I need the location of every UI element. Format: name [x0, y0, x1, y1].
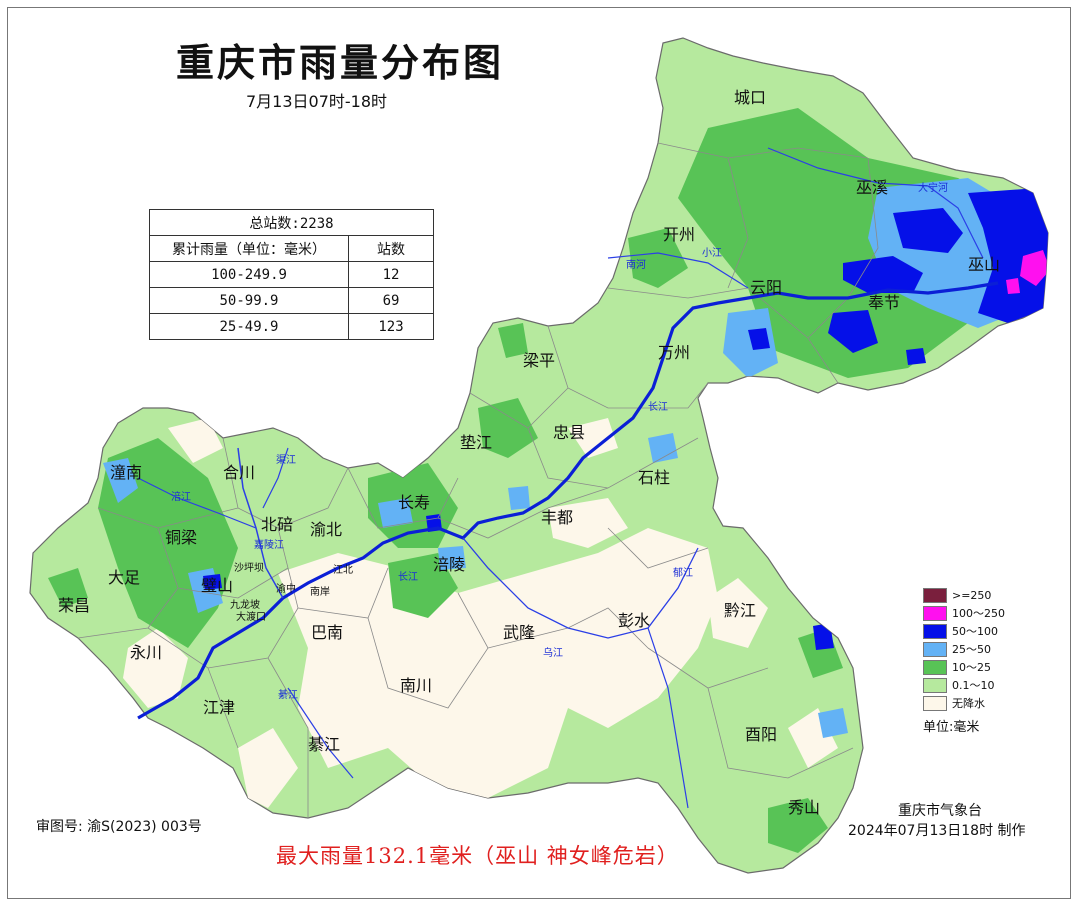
total-stations: 总站数:2238: [149, 209, 434, 236]
count-cell: 12: [348, 261, 434, 288]
district-label: 巴南: [311, 623, 343, 642]
district-labels: 城口 巫溪 开州 巫山 云阳 奉节 梁平 万州 忠县 垫江 石柱 潼南 合川 长…: [58, 88, 1000, 817]
river-label: 小江: [702, 247, 722, 259]
district-label: 武隆: [503, 623, 535, 642]
legend-unit: 单位:毫米: [923, 720, 980, 735]
legend-item: 100～250: [923, 604, 1005, 622]
river-label: 嘉陵江: [254, 538, 284, 551]
district-label: 奉节: [868, 293, 900, 312]
max-rainfall-note: 最大雨量132.1毫米（巫山 神女峰危岩）: [276, 844, 679, 868]
district-label: 彭水: [618, 611, 650, 630]
district-label: 铜梁: [165, 528, 197, 547]
legend-item: 10～25: [923, 658, 1005, 676]
district-label: 九龙坡: [230, 598, 260, 611]
legend: >=250 100～250 50～100 25～50 10～25 0.1～10 …: [923, 586, 1005, 735]
legend-swatch: [923, 587, 947, 603]
legend-item: 50～100: [923, 622, 1005, 640]
district-label: 大足: [108, 568, 140, 587]
district-label: 开州: [663, 225, 695, 244]
river-label: 郁江: [673, 566, 693, 579]
district-label: 巫溪: [856, 178, 888, 197]
table-row: 50-99.9 69: [149, 287, 434, 314]
river-label: 大宁河: [918, 181, 948, 194]
district-label: 忠县: [553, 423, 585, 442]
table-row: 25-49.9 123: [149, 313, 434, 340]
legend-label: 25～50: [952, 643, 991, 656]
district-label: 丰都: [541, 508, 573, 527]
district-label: 南川: [400, 676, 432, 695]
district-label: 涪陵: [433, 555, 465, 574]
district-label: 黔江: [724, 601, 756, 620]
district-label: 梁平: [523, 351, 555, 370]
column-header-count: 站数: [348, 235, 434, 262]
range-cell: 25-49.9: [149, 313, 349, 340]
river-label: 綦江: [278, 688, 298, 701]
district-label: 石柱: [638, 468, 670, 487]
district-label: 北碚: [261, 515, 293, 534]
district-label: 万州: [658, 343, 690, 362]
district-label: 渝中: [276, 582, 296, 595]
district-label: 城口: [734, 88, 766, 107]
legend-item: 无降水: [923, 694, 1005, 712]
district-label: 綦江: [308, 735, 340, 754]
legend-swatch: [923, 623, 947, 639]
district-label: 潼南: [110, 463, 142, 482]
river-label: 长江: [398, 571, 418, 583]
district-label: 永川: [130, 643, 162, 662]
district-label: 沙坪坝: [234, 561, 264, 574]
district-label: 秀山: [788, 798, 820, 817]
river-label: 乌江: [543, 646, 563, 659]
range-cell: 50-99.9: [149, 287, 349, 314]
legend-label: 0.1～10: [952, 679, 995, 692]
river-label: 涪江: [171, 490, 191, 503]
legend-label: 10～25: [952, 661, 991, 674]
production-time: 2024年07月13日18时 制作: [848, 823, 1026, 839]
count-cell: 123: [348, 313, 434, 340]
rainfall-map: 城口 巫溪 开州 巫山 云阳 奉节 梁平 万州 忠县 垫江 石柱 潼南 合川 长…: [29, 37, 1049, 874]
legend-swatch: [923, 605, 947, 621]
legend-item: 0.1～10: [923, 676, 1005, 694]
legend-label: 100～250: [952, 607, 1005, 620]
table-row: 100-249.9 12: [149, 261, 434, 288]
legend-item: 25～50: [923, 640, 1005, 658]
map-frame: 城口 巫溪 开州 巫山 云阳 奉节 梁平 万州 忠县 垫江 石柱 潼南 合川 长…: [7, 7, 1071, 899]
district-boundaries: [77, 142, 879, 818]
district-label: 巫山: [968, 255, 1000, 274]
river-label: 渠江: [276, 454, 296, 466]
district-label: 长寿: [398, 493, 430, 512]
river-label: 长江: [648, 401, 668, 413]
river-labels: 大宁河 小江 南河 长江 长江 涪江 嘉陵江 渠江 乌江 綦江 郁江: [171, 181, 948, 701]
legend-swatch: [923, 659, 947, 675]
rivers: [137, 147, 999, 809]
district-label: 江北: [333, 564, 353, 576]
issuing-organization: 重庆市气象台: [898, 803, 982, 819]
district-label: 垫江: [460, 433, 492, 452]
count-cell: 69: [348, 287, 434, 314]
district-label: 渝北: [310, 520, 342, 539]
station-stats-table: 总站数:2238 累计雨量（单位：毫米） 站数 100-249.9 12 50-…: [149, 209, 434, 340]
page-title: 重庆市雨量分布图: [176, 40, 505, 85]
district-label: 江津: [203, 698, 235, 717]
district-label: 荣昌: [58, 596, 90, 615]
district-label: 大渡口: [236, 610, 266, 623]
legend-swatch: [923, 641, 947, 657]
legend-label: 无降水: [952, 697, 985, 710]
legend-label: 50～100: [952, 625, 998, 638]
district-label: 酉阳: [745, 725, 777, 744]
river-label: 南河: [626, 258, 646, 271]
legend-item: >=250: [923, 586, 1005, 604]
column-header-range: 累计雨量（单位：毫米）: [149, 235, 349, 262]
legend-swatch: [923, 695, 947, 711]
district-label: 合川: [223, 463, 255, 482]
legend-label: >=250: [952, 588, 992, 602]
legend-swatch: [923, 677, 947, 693]
district-label: 南岸: [310, 585, 330, 598]
district-label: 云阳: [750, 278, 782, 297]
range-cell: 100-249.9: [149, 261, 349, 288]
page-subtitle: 7月13日07时-18时: [246, 92, 388, 111]
district-label: 璧山: [201, 576, 233, 595]
map-approval-number: 审图号: 渝S(2023) 003号: [36, 819, 202, 835]
